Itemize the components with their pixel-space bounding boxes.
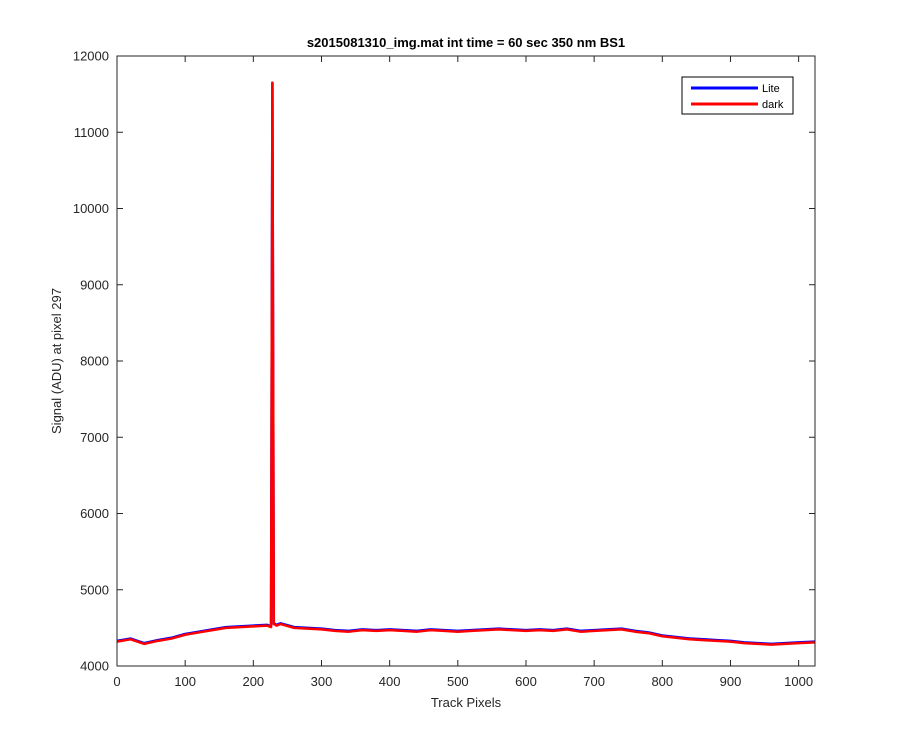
y-tick-label: 5000: [80, 582, 109, 597]
y-tick-label: 9000: [80, 277, 109, 292]
y-tick-label: 8000: [80, 354, 109, 369]
legend-entry-lite: Lite: [762, 83, 780, 95]
x-tick-label: 0: [113, 674, 120, 689]
legend-entry-dark: dark: [762, 99, 784, 111]
x-tick-label: 300: [311, 674, 333, 689]
legend: Lite dark: [681, 76, 794, 115]
plot-frame: [116, 55, 816, 667]
x-tick-label: 900: [720, 674, 742, 689]
x-tick-label: 500: [447, 674, 469, 689]
y-tick-label: 12000: [73, 49, 109, 64]
ticks-layer: 0 100 200 300 400 500 600 700 800 900 1000 4000 5000…: [73, 49, 815, 689]
x-tick-label: 800: [651, 674, 673, 689]
plot-background: [117, 56, 815, 666]
y-tick-label: 6000: [80, 506, 109, 521]
x-tick-label: 1000: [784, 674, 813, 689]
legend-box: [681, 76, 794, 115]
y-tick-label: 7000: [80, 430, 109, 445]
y-tick-label: 4000: [80, 659, 109, 674]
series-line-dark: [116, 81, 816, 646]
x-tick-label: 400: [379, 674, 401, 689]
series-layer: [116, 81, 816, 646]
y-tick-label: 11000: [74, 125, 109, 140]
x-axis-label: Track Pixels: [431, 695, 502, 710]
x-tick-label: 100: [174, 674, 196, 689]
y-tick-label: 10000: [73, 201, 109, 216]
x-tick-label: 200: [242, 674, 264, 689]
x-tick-label: 600: [515, 674, 537, 689]
y-axis-label: Signal (ADU) at pixel 297: [49, 288, 64, 434]
x-tick-label: 700: [583, 674, 605, 689]
chart-title: s2015081310_img.mat int time = 60 sec 35…: [307, 35, 625, 50]
